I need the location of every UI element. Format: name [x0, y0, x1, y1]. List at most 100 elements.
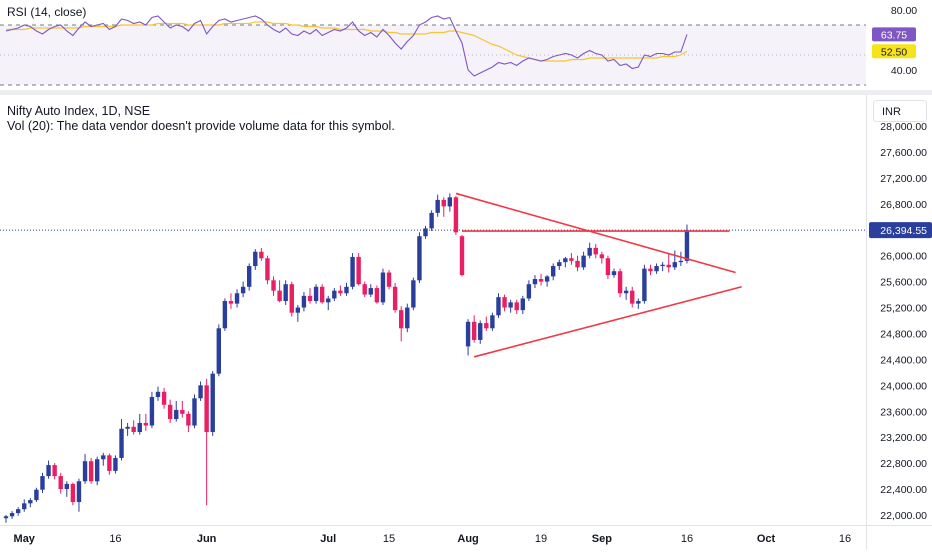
time-tick-label: Oct	[757, 533, 776, 545]
candle-body	[131, 426, 136, 433]
candle-body	[240, 286, 246, 294]
candle-body	[46, 465, 51, 477]
candle-body	[441, 199, 446, 207]
time-tick-label: 19	[535, 533, 547, 545]
candle-body	[587, 247, 592, 256]
price-pane[interactable]: Nifty Auto Index, 1D, NSE Vol (20): The …	[0, 95, 866, 525]
candle-body	[478, 323, 483, 340]
candle-body	[180, 409, 185, 414]
candle-body	[569, 258, 574, 261]
candle-body	[253, 251, 258, 267]
price-tick-label: 24,400.00	[880, 354, 927, 366]
rsi-value-label: 63.75	[881, 29, 907, 41]
price-tick-label: 24,800.00	[880, 328, 927, 340]
candle-body	[660, 264, 665, 267]
candle-body	[672, 262, 677, 268]
time-tick-label: 15	[383, 533, 395, 545]
rsi-line	[5, 15, 688, 77]
candle-body	[301, 295, 307, 308]
candle-body	[563, 258, 568, 263]
rsi-axis[interactable]: 80.00 40.00 63.75 52.50	[866, 0, 932, 90]
last-price-badge	[869, 222, 932, 239]
candle-body	[64, 483, 69, 490]
candle-body	[636, 301, 641, 304]
candle-body	[380, 272, 386, 303]
candle-body	[149, 397, 155, 426]
candle-body	[642, 268, 647, 302]
candle-body	[502, 297, 507, 308]
candle-body	[581, 255, 586, 268]
price-tick-label: 23,600.00	[880, 406, 927, 418]
price-axis-labels: 28,000.00 27,600.00 27,200.00 26,800.00 26,0…	[869, 121, 932, 522]
candle-body	[113, 457, 118, 471]
candle-body	[392, 286, 398, 311]
candle-body	[259, 251, 264, 259]
price-tick-label: 25,200.00	[880, 303, 927, 315]
candle-body	[198, 385, 203, 399]
price-tick-label: 23,200.00	[880, 432, 927, 444]
price-tick-label: 25,600.00	[880, 277, 927, 289]
candle-body	[234, 293, 240, 304]
lower-triangle-line	[473, 286, 742, 358]
candle-body	[514, 302, 519, 311]
last-price-label: 26,394.55	[880, 225, 927, 237]
candle-body	[684, 230, 690, 261]
candle-body	[40, 476, 45, 490]
candle-body	[88, 461, 94, 482]
candle-body	[289, 284, 294, 313]
candle-body	[319, 286, 325, 303]
candle-body	[28, 500, 33, 504]
symbol-title: Nifty Auto Index, 1D, NSE	[7, 104, 151, 118]
price-tick-label: 22,800.00	[880, 458, 927, 470]
rsi-chart	[0, 15, 866, 86]
candle-body	[374, 288, 380, 303]
time-axis[interactable]: May 16 Jun Jul 15 Aug 19 Sep 16 Oct 16	[0, 525, 866, 550]
currency-button[interactable]: INR	[873, 100, 927, 122]
price-tick-label: 27,600.00	[880, 147, 927, 159]
time-tick-label: Aug	[457, 533, 478, 545]
candle-body	[344, 286, 349, 294]
candle-body	[70, 483, 76, 503]
candle-body	[271, 280, 276, 291]
candle-body	[192, 398, 197, 426]
candle-body	[356, 256, 361, 285]
candle-body	[551, 266, 556, 277]
price-axis[interactable]: 28,000.00 27,600.00 27,200.00 26,800.00 26,0…	[866, 95, 932, 525]
candle-body	[648, 268, 653, 272]
upper-triangle-line	[455, 192, 736, 274]
candlestick-chart	[0, 192, 866, 523]
candle-body	[52, 465, 57, 477]
candle-body	[143, 422, 149, 426]
rsi-pane[interactable]: RSI (14, close)	[0, 0, 866, 90]
candle-body	[429, 212, 434, 229]
pane-separator[interactable]	[0, 90, 932, 95]
time-tick-label: 16	[681, 533, 693, 545]
price-tick-label: 22,000.00	[880, 510, 927, 522]
time-tick-label: Jul	[320, 533, 336, 545]
rsi-tick-label: 40.00	[891, 65, 917, 77]
candle-body	[453, 197, 459, 233]
candle-body	[9, 513, 15, 517]
price-tick-label: 22,400.00	[880, 484, 927, 496]
candle-body	[630, 290, 635, 304]
candle-body	[313, 286, 319, 302]
candle-body	[167, 404, 173, 420]
candle-body	[520, 298, 525, 311]
candle-body	[283, 284, 288, 302]
candle-body	[58, 476, 63, 490]
candle-body	[405, 307, 410, 329]
candle-body	[174, 409, 179, 420]
candle-body	[222, 301, 228, 329]
rsi-value-badge	[872, 27, 916, 42]
candle-body	[228, 301, 234, 304]
price-tick-label: 24,000.00	[880, 380, 927, 392]
candle-body	[593, 247, 598, 255]
candle-body	[557, 262, 562, 267]
volume-note: Vol (20): The data vendor doesn't provid…	[7, 119, 395, 133]
candle-body	[76, 481, 82, 503]
price-tick-label: 27,200.00	[880, 173, 927, 185]
rsi-ma-label: 52.50	[881, 46, 907, 58]
candle-body	[350, 256, 355, 287]
candle-body	[417, 236, 422, 281]
rsi-title: RSI (14, close)	[7, 5, 87, 19]
